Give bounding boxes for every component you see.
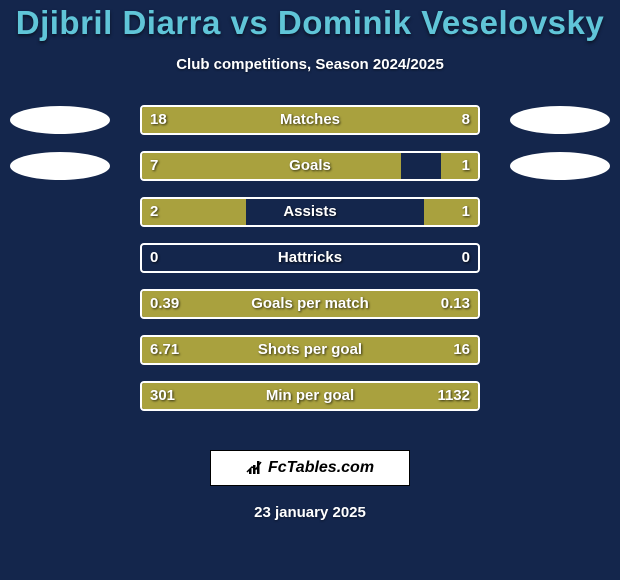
value-right: 1 [462,151,470,181]
stat-label: Matches [140,105,480,135]
left-club-badge [10,106,110,134]
stat-label: Assists [140,197,480,227]
value-right: 1 [462,197,470,227]
stat-row: Min per goal301 1132 [0,381,620,411]
value-left: 0 [150,243,158,273]
generation-date: 23 january 2025 [254,504,366,521]
watermark-text: FcTables.com [268,459,374,477]
stat-row: Assists2 1 [0,197,620,227]
player2-name: Dominik Veselovsky [278,4,604,41]
chart-icon [246,459,264,477]
value-left: 2 [150,197,158,227]
stat-label: Goals [140,151,480,181]
stat-row: Goals per match0.39 0.13 [0,289,620,319]
value-left: 301 [150,381,175,411]
value-left: 6.71 [150,335,179,365]
value-right: 0.13 [441,289,470,319]
value-right: 16 [453,335,470,365]
left-club-badge [10,152,110,180]
value-left: 18 [150,105,167,135]
stat-label: Goals per match [140,289,480,319]
right-club-badge [510,106,610,134]
stat-label: Min per goal [140,381,480,411]
stat-row: Shots per goal6.71 16 [0,335,620,365]
comparison-infographic: Djibril Diarra vs Dominik Veselovsky Clu… [0,0,620,580]
right-club-badge [510,152,610,180]
value-right: 1132 [437,381,470,411]
page-title: Djibril Diarra vs Dominik Veselovsky [16,4,604,42]
stat-label: Hattricks [140,243,480,273]
stat-row: Hattricks0 0 [0,243,620,273]
value-right: 8 [462,105,470,135]
stat-label: Shots per goal [140,335,480,365]
vs-text: vs [231,4,278,41]
subtitle: Club competitions, Season 2024/2025 [176,56,444,73]
stats-area: Matches188Goals71Assists21Hattricks00Goa… [0,105,620,427]
watermark-link[interactable]: FcTables.com [210,450,410,486]
value-left: 7 [150,151,158,181]
player1-name: Djibril Diarra [16,4,221,41]
value-left: 0.39 [150,289,179,319]
value-right: 0 [462,243,470,273]
